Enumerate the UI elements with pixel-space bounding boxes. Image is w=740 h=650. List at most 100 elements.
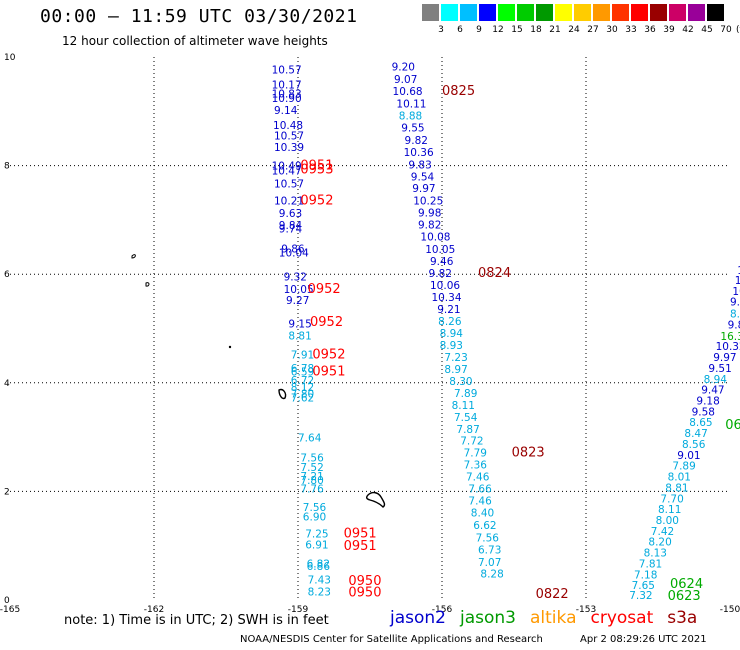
satellite-legend: jason2 jason3 altika cryosat s3a — [390, 608, 711, 628]
wave-height-value: 7.89 — [672, 461, 695, 473]
wave-height-value: 10.17 — [272, 79, 302, 91]
wave-height-value: 8.47 — [684, 428, 707, 440]
wave-height-value: 9.32 — [284, 272, 307, 284]
pass-time-label: 0953 — [300, 163, 333, 178]
wave-height-value: 10.2 — [732, 286, 740, 298]
pass-time-label: 0822 — [536, 587, 569, 602]
wave-height-value: 7.56 — [300, 453, 324, 465]
legend-swatch — [612, 4, 629, 21]
wave-height-value: 8.00 — [656, 515, 679, 527]
legend-swatch — [707, 4, 724, 21]
legend-label: 12 — [492, 25, 504, 35]
legend-swatch — [479, 4, 496, 21]
wave-height-value: 8.11 — [452, 400, 475, 412]
wave-height-value: 6.62 — [473, 520, 496, 532]
wave-height-value: 6.90 — [303, 512, 326, 524]
wave-height-value: 9.97 — [412, 183, 435, 195]
x-tick-label: -162 — [144, 605, 164, 615]
wave-height-value: 7.56 — [476, 532, 500, 544]
wave-height-value: 7.91 — [291, 349, 314, 361]
wave-height-value: 9.82 — [418, 220, 441, 232]
legend-swatch — [536, 4, 553, 21]
wave-height-value: 7.70 — [660, 493, 683, 505]
wave-height-value: 9.83 — [408, 159, 431, 171]
footer-timestamp: Apr 2 08:29:26 UTC 2021 — [580, 634, 707, 645]
wave-height-value: 9.98 — [418, 208, 441, 220]
wave-height-value: 9.97 — [713, 352, 736, 364]
wave-height-value: 9.88 — [728, 320, 740, 332]
wave-height-value: 8.13 — [644, 548, 667, 560]
pass-time-label: 0950 — [348, 586, 381, 601]
map-grid — [10, 57, 730, 600]
wave-height-value: 10.21 — [274, 196, 304, 208]
legend-label: 21 — [549, 25, 561, 35]
satellite-s3a: s3a — [667, 608, 698, 628]
legend-label: 45 — [701, 25, 713, 35]
y-tick-label: 2 — [4, 487, 10, 497]
wave-height-value: 6.73 — [478, 544, 501, 556]
wave-height-value: 10.57 — [274, 131, 304, 143]
wave-height-value: 8.84 — [730, 309, 740, 321]
wave-height-value: 10.25 — [413, 196, 443, 208]
footer-credit: NOAA/NESDIS Center for Satellite Applica… — [240, 634, 543, 645]
wave-height-value: 6.78 — [291, 363, 314, 375]
wave-height-value: 9.20 — [730, 297, 740, 309]
island-shape — [366, 491, 386, 508]
wave-height-value: 9.54 — [411, 171, 435, 183]
wave-height-value: 6.86 — [307, 561, 331, 573]
wave-height-value: 6.91 — [305, 539, 328, 551]
wave-height-value: 10.47 — [272, 165, 302, 177]
wave-height-value: 7.54 — [454, 412, 478, 424]
axis-ticks: -165 -162 -159 -156 -153 -150 10 8 6 4 2 0 — [0, 53, 740, 615]
wave-height-value: 7.07 — [478, 557, 501, 569]
wave-height-value: 9.20 — [392, 62, 415, 74]
legend-swatch — [650, 4, 667, 21]
wave-height-value: 10.05 — [425, 244, 455, 256]
satellite-jason3: jason3 — [460, 608, 516, 628]
wave-height-value: 8.97 — [444, 364, 467, 376]
legend-label: 3 — [438, 25, 444, 35]
wave-height-value: 7.89 — [454, 388, 477, 400]
island-shape — [228, 345, 232, 349]
wave-height-value: 8.11 — [658, 504, 681, 516]
page-subtitle: 12 hour collection of altimeter wave hei… — [62, 34, 328, 48]
page-title: 00:00 – 11:59 UTC 03/30/2021 — [40, 6, 358, 27]
legend-label: 9 — [476, 25, 482, 35]
wave-height-value: 7.87 — [456, 424, 479, 436]
wave-height-value: 7.79 — [464, 448, 487, 460]
wave-height-value: 9.63 — [279, 208, 302, 220]
wave-height-value: 9.01 — [677, 450, 700, 462]
y-tick-label: 10 — [4, 53, 16, 63]
wave-height-value: 7.81 — [639, 558, 662, 570]
island-shape — [278, 388, 287, 400]
island-shape — [145, 282, 150, 287]
observations-layer: 9.209.0710.6810.118.889.559.8210.369.839… — [272, 62, 740, 602]
wave-height-value: 8.56 — [682, 439, 706, 451]
wave-height-value: 7.42 — [651, 526, 674, 538]
wave-height-value: 10.90 — [272, 93, 302, 105]
wave-height-value: 8.30 — [449, 376, 472, 388]
wave-height-value: 10.36 — [404, 147, 434, 159]
pass-time-label: 062 — [725, 418, 740, 433]
y-tick-label: 4 — [4, 379, 10, 389]
pass-time-label: 0624 — [670, 577, 703, 592]
wave-height-value: 7.32 — [629, 590, 652, 602]
wave-height-value: 7.23 — [444, 352, 467, 364]
legend-label: 42 — [682, 25, 694, 35]
island-shape — [131, 254, 136, 259]
legend-swatch — [498, 4, 515, 21]
wave-height-value: 10.68 — [393, 86, 423, 98]
wave-height-value: 7.64 — [298, 432, 322, 444]
wave-height-value: 7.65 — [632, 580, 655, 592]
pass-time-label: 0824 — [478, 266, 511, 281]
wave-height-value: 6.72 — [291, 375, 314, 387]
wave-height-value: 9.51 — [708, 363, 731, 375]
pass-time-label: 0951 — [344, 539, 377, 554]
x-tick-label: -153 — [576, 605, 596, 615]
satellite-altika: altika — [530, 608, 577, 628]
legend-unit: (ft) — [736, 25, 740, 35]
wave-height-value: 8.94 — [440, 328, 464, 340]
wave-height-value: 7.25 — [305, 529, 328, 541]
pass-time-label: 0951 — [344, 527, 377, 542]
pass-time-label: 0952 — [310, 315, 343, 330]
